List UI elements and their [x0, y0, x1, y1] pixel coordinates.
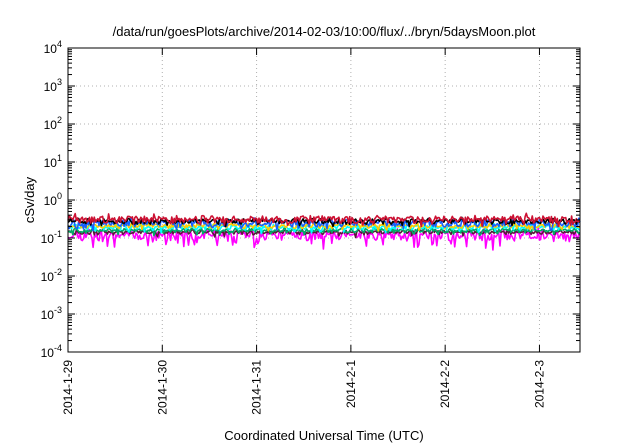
series-group	[67, 212, 581, 251]
x-tick-label: 2014-2-1	[344, 360, 358, 408]
series-line	[67, 221, 581, 232]
y-tick-label: 104	[44, 39, 62, 56]
y-tick-label: 100	[44, 191, 62, 208]
x-tick-label: 2014-2-2	[438, 360, 452, 408]
y-axis-label: cSv/day	[22, 176, 37, 223]
y-tick-label: 103	[44, 77, 62, 94]
chart-title: /data/run/goesPlots/archive/2014-02-03/1…	[113, 24, 536, 39]
x-tick-label: 2014-1-30	[155, 360, 169, 415]
y-tick-label: 101	[44, 153, 62, 170]
x-tick-label: 2014-1-29	[61, 360, 75, 415]
series-line	[67, 212, 581, 228]
x-tick-label: 2014-1-31	[250, 360, 264, 415]
x-axis-label: Coordinated Universal Time (UTC)	[224, 428, 423, 443]
x-tick-label: 2014-2-3	[532, 360, 546, 408]
grid-lines	[68, 48, 580, 352]
plot-frame	[67, 47, 581, 353]
y-tick-label: 10-1	[41, 229, 62, 246]
y-tick-label: 10-4	[41, 343, 62, 360]
y-tick-label: 10-2	[41, 267, 62, 284]
y-tick-label: 102	[44, 115, 62, 132]
series-line	[67, 227, 581, 251]
y-tick-label: 10-3	[41, 305, 62, 322]
